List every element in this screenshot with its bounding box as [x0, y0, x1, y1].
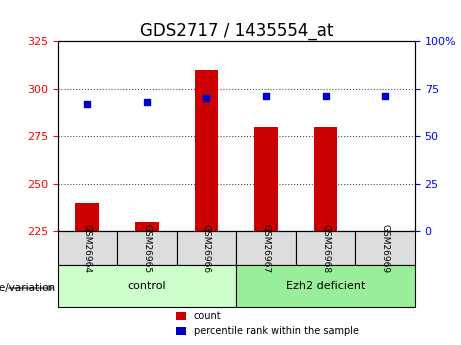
Point	[322, 93, 329, 99]
Text: control: control	[128, 281, 166, 291]
Bar	[195, 70, 219, 231]
Text: GSM26966: GSM26966	[202, 224, 211, 273]
FancyBboxPatch shape	[58, 265, 236, 307]
Bar	[313, 127, 337, 231]
FancyBboxPatch shape	[117, 231, 177, 265]
Legend: count, percentile rank within the sample: count, percentile rank within the sample	[172, 307, 362, 340]
Text: GSM26964: GSM26964	[83, 224, 92, 273]
FancyBboxPatch shape	[58, 231, 117, 265]
Bar	[76, 203, 99, 231]
Text: GSM26969: GSM26969	[381, 224, 390, 273]
Text: GSM26968: GSM26968	[321, 224, 330, 273]
Text: genotype/variation: genotype/variation	[0, 283, 55, 293]
Point	[381, 93, 389, 99]
FancyBboxPatch shape	[236, 265, 415, 307]
FancyBboxPatch shape	[355, 231, 415, 265]
Text: GSM26965: GSM26965	[142, 224, 152, 273]
Title: GDS2717 / 1435554_at: GDS2717 / 1435554_at	[140, 22, 333, 40]
Point	[84, 101, 91, 107]
Text: Ezh2 deficient: Ezh2 deficient	[286, 281, 365, 291]
Point	[203, 96, 210, 101]
FancyBboxPatch shape	[296, 231, 355, 265]
Text: GSM26967: GSM26967	[261, 224, 271, 273]
FancyBboxPatch shape	[177, 231, 236, 265]
Point	[143, 99, 151, 105]
Point	[262, 93, 270, 99]
Bar	[135, 221, 159, 231]
Bar	[254, 127, 278, 231]
FancyBboxPatch shape	[236, 231, 296, 265]
